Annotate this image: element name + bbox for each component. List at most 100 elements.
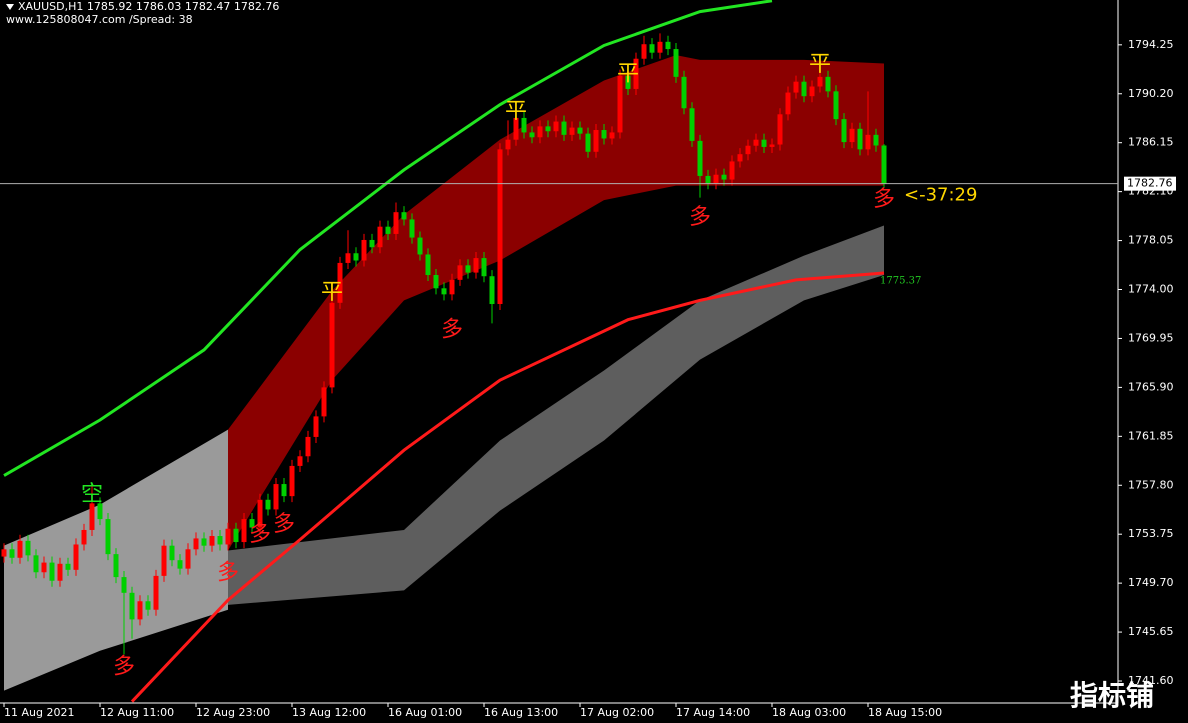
candle-body <box>241 519 247 543</box>
candle-body <box>793 81 799 93</box>
candle-body <box>657 41 663 53</box>
plot-area <box>1 0 887 703</box>
x-tick-label: 17 Aug 02:00 <box>580 706 654 719</box>
candle-body <box>113 554 119 578</box>
candle-body <box>841 119 847 143</box>
candle-body <box>449 279 455 295</box>
x-tick-label: 11 Aug 2021 <box>4 706 74 719</box>
candle-body <box>305 436 311 457</box>
candle-body <box>545 126 551 132</box>
indicator-line <box>3 0 773 477</box>
signal-annotation: 多 <box>249 522 271 547</box>
candle-body <box>769 144 775 147</box>
candle-body <box>649 44 655 53</box>
candle-body <box>777 114 783 145</box>
band <box>228 55 884 551</box>
candle-body <box>321 387 327 417</box>
candle-body <box>153 575 159 610</box>
x-tick-label: 12 Aug 11:00 <box>100 706 174 719</box>
y-tick-label: 1769.95 <box>1128 331 1174 344</box>
candle-body <box>761 139 767 147</box>
line-value-label: 1775.37 <box>880 275 921 286</box>
countdown: <-37:29 <box>904 185 977 206</box>
candle-body <box>177 560 183 569</box>
candle-body <box>593 130 599 152</box>
candle-body <box>369 239 375 248</box>
candle-body <box>329 302 335 388</box>
candle-body <box>457 265 463 280</box>
candle-body <box>401 212 407 220</box>
candle-body <box>753 139 759 146</box>
candle-body <box>433 275 439 289</box>
candle-body <box>273 484 279 510</box>
watermark: 指标铺 <box>1070 679 1154 712</box>
signal-annotation: 多 <box>689 205 711 230</box>
x-tick-label: 18 Aug 03:00 <box>772 706 846 719</box>
candle-body <box>57 563 63 581</box>
menu-triangle <box>6 4 14 10</box>
candle-body <box>641 44 647 59</box>
candle-body <box>65 563 71 570</box>
x-tick-label: 18 Aug 15:00 <box>868 706 942 719</box>
candle-body <box>833 91 839 120</box>
candle-body <box>441 288 447 295</box>
candle-body <box>201 538 207 546</box>
x-tick-label: 13 Aug 12:00 <box>292 706 366 719</box>
chart-title: XAUUSD,H1 1785.92 1786.03 1782.47 1782.7… <box>18 0 279 13</box>
candle-body <box>209 536 215 546</box>
x-tick-label: 16 Aug 01:00 <box>388 706 462 719</box>
candle-body <box>625 75 631 89</box>
y-tick-label: 1786.15 <box>1128 136 1174 149</box>
current-price-label: 1782.76 <box>1127 177 1173 190</box>
candle-body <box>73 544 79 570</box>
y-tick-label: 1745.65 <box>1128 625 1174 638</box>
signal-annotation: 空 <box>81 482 103 507</box>
candle-body <box>289 465 295 497</box>
y-tick-label: 1741.60 <box>1128 674 1174 687</box>
x-tick-label: 16 Aug 13:00 <box>484 706 558 719</box>
candle-body <box>729 161 735 180</box>
candle-body <box>809 86 815 97</box>
candle-body <box>377 226 383 248</box>
candle-body <box>585 133 591 152</box>
candle-body <box>705 175 711 184</box>
candle-body <box>49 562 55 581</box>
y-tick-label: 1790.20 <box>1128 87 1174 100</box>
candle-body <box>121 577 127 593</box>
candle-body <box>785 92 791 115</box>
y-tick-label: 1778.05 <box>1128 234 1174 247</box>
candle-body <box>17 540 23 558</box>
candle-body <box>361 239 367 261</box>
candle-body <box>633 58 639 89</box>
current-price-box <box>1124 176 1176 191</box>
candle-body <box>465 265 471 273</box>
candle-body <box>745 145 751 155</box>
candle-body <box>569 127 575 135</box>
candle-body <box>249 519 255 528</box>
candle-body <box>97 503 103 520</box>
candle-body <box>857 128 863 150</box>
candle-body <box>225 528 231 545</box>
candle-body <box>697 140 703 176</box>
candle-body <box>713 174 719 184</box>
y-tick-label: 1761.85 <box>1128 429 1174 442</box>
signal-annotation: 平 <box>617 61 639 86</box>
candle-body <box>193 538 199 550</box>
candle-body <box>425 254 431 276</box>
candle-body <box>41 562 47 573</box>
candle-body <box>9 549 15 558</box>
candle-body <box>233 528 239 543</box>
y-tick-label: 1753.75 <box>1128 527 1174 540</box>
candle-body <box>257 499 263 528</box>
candle-body <box>25 540 31 556</box>
candle-body <box>865 134 871 150</box>
candle-body <box>553 121 559 132</box>
signal-annotation: 多 <box>273 512 295 537</box>
x-tick-label: 12 Aug 23:00 <box>196 706 270 719</box>
candle-body <box>81 529 87 545</box>
candle-body <box>385 226 391 234</box>
x-tick-label: 17 Aug 14:00 <box>676 706 750 719</box>
candle-body <box>521 117 527 133</box>
y-tick-label: 1794.25 <box>1128 38 1174 51</box>
candle-body <box>137 601 143 620</box>
